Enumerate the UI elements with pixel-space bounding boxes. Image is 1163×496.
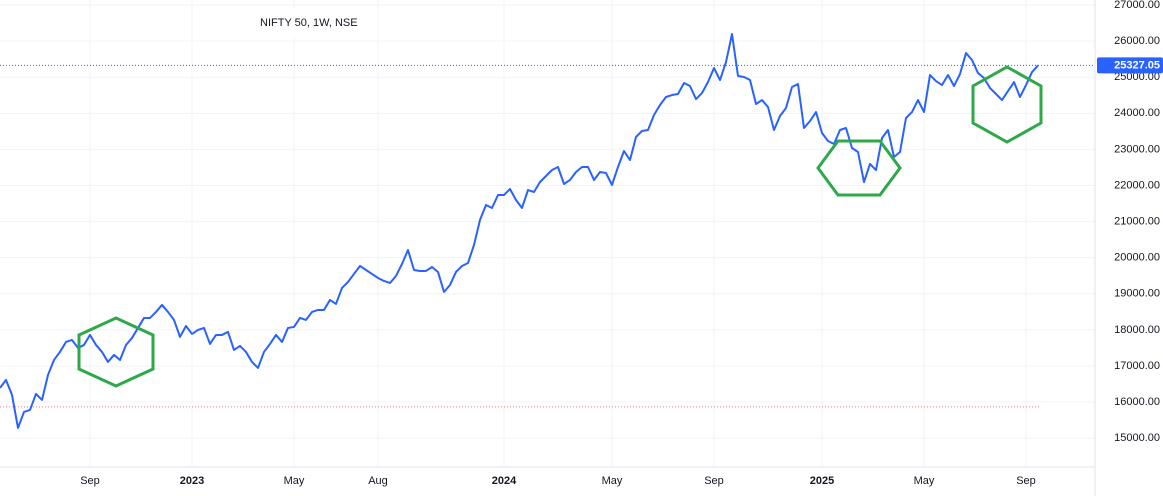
x-tick-label: Sep [80,475,100,487]
chart-title: NIFTY 50, 1W, NSE [260,17,358,29]
y-tick-label: 21000.00 [1114,215,1160,227]
hexagon-annotation [77,316,155,388]
title-box [250,8,370,38]
x-tick-label: 2023 [180,475,204,487]
x-tick-label: 2025 [810,475,834,487]
x-tick-label: Sep [1016,475,1036,487]
y-tick-label: 19000.00 [1114,288,1160,300]
y-tick-label: 18000.00 [1114,324,1160,336]
y-tick-label: 20000.00 [1114,252,1160,264]
hexagon-annotation [971,65,1043,144]
plot [0,33,1095,429]
y-tick-label: 24000.00 [1114,107,1160,119]
hexagon-annotation [816,139,902,197]
x-tick-label: 2024 [492,475,517,487]
y-tick-label: 15000.00 [1114,432,1160,444]
x-tick-label: May [602,475,623,487]
x-tick-label: Aug [368,475,388,487]
y-tick-label: 26000.00 [1114,35,1160,47]
y-tick-label: 17000.00 [1114,360,1160,372]
x-tick-label: May [284,475,305,487]
y-tick-label: 22000.00 [1114,179,1160,191]
x-tick-label: Sep [704,475,724,487]
y-tick-label: 23000.00 [1114,143,1160,155]
grid [0,0,1095,467]
last-price-label: 25327.05 [1114,59,1160,71]
y-tick-label: 25000.00 [1114,71,1160,83]
last-price-box [1097,57,1163,74]
x-tick-label: May [914,475,935,487]
price-line [0,33,1039,429]
y-tick-label: 16000.00 [1114,396,1160,408]
y-tick-label: 27000.00 [1114,0,1160,11]
